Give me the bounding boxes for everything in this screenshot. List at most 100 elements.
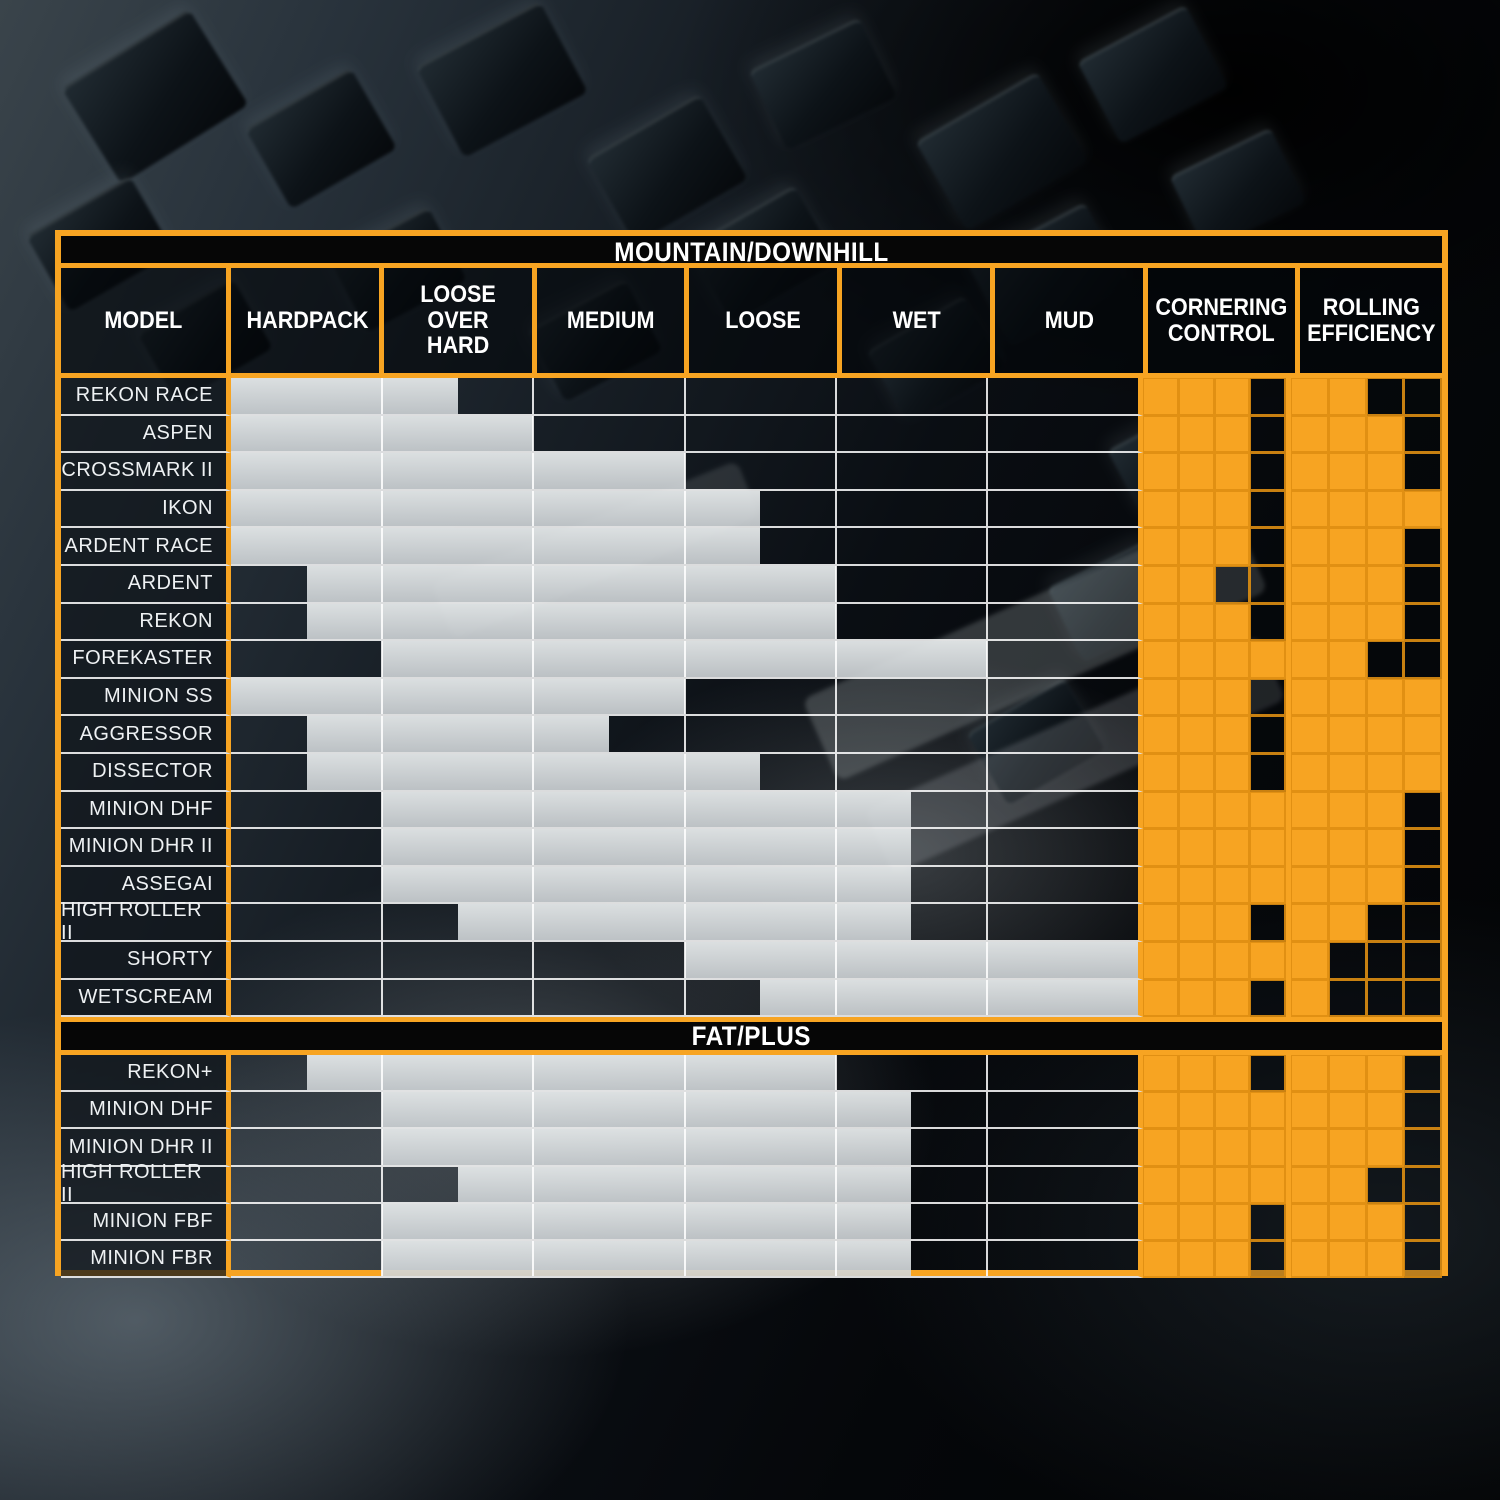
tread-block-texture: [1077, 4, 1229, 145]
cornering-rating-cell-3-filled: [1214, 979, 1251, 1018]
cornering-rating-cell-1-filled: [1143, 453, 1179, 491]
rolling-rating-cell-1-filled: [1291, 791, 1329, 830]
terrain-range-track: [231, 678, 1143, 717]
model-label: MINION FBF: [61, 1203, 231, 1242]
section-title-mountain-downhill: MOUNTAIN/DOWNHILL: [61, 236, 1442, 268]
cornering-rating-cell-1-filled: [1143, 1092, 1179, 1130]
rolling-rating: [1286, 1241, 1442, 1279]
fat-plus-rows: REKON+ MINION DHF MINION DHR II HIGH ROLLER…: [61, 1055, 1442, 1279]
column-gridline: [985, 1203, 988, 1240]
column-gridline: [532, 378, 535, 414]
column-header-model: MODEL: [61, 268, 231, 373]
column-gridline: [985, 941, 988, 978]
cornering-rating-cell-1-filled: [1143, 1166, 1179, 1204]
cornering-rating-cell-3-filled: [1214, 866, 1251, 905]
column-header-mud: MUD: [995, 268, 1148, 373]
column-gridline: [532, 904, 535, 940]
rolling-rating: [1286, 1166, 1442, 1204]
cornering-rating-cell-1-filled: [1143, 791, 1179, 830]
rolling-rating-cell-1-filled: [1291, 678, 1329, 717]
rolling-rating-cell-4-empty: [1404, 415, 1442, 454]
column-gridline: [683, 603, 686, 640]
cornering-rating-cell-4-empty: [1250, 565, 1286, 604]
cornering-rating-cell-3-filled: [1214, 641, 1251, 679]
cornering-rating-cell-3-filled: [1214, 1241, 1251, 1279]
rolling-rating-cell-1-filled: [1291, 1055, 1329, 1093]
rolling-rating-cell-4-filled: [1404, 678, 1442, 717]
column-gridline: [532, 453, 535, 489]
rolling-rating-cell-2-filled: [1328, 1166, 1367, 1204]
rolling-rating: [1286, 378, 1442, 416]
rolling-rating-cell-2-filled: [1328, 904, 1367, 942]
terrain-range-track: [231, 415, 1143, 454]
column-gridline: [683, 1166, 686, 1202]
cornering-rating-cell-2-filled: [1178, 829, 1215, 867]
column-gridline: [532, 490, 535, 527]
column-gridline: [381, 603, 384, 640]
column-gridline: [683, 528, 686, 564]
rolling-rating-cell-1-filled: [1291, 829, 1329, 867]
cornering-rating: [1143, 1166, 1286, 1204]
column-gridline: [985, 603, 988, 640]
cornering-rating-cell-3-filled: [1214, 1166, 1251, 1204]
terrain-range-bar: [382, 1129, 912, 1165]
rolling-rating-cell-3-empty: [1366, 641, 1405, 679]
terrain-range-bar: [231, 490, 761, 527]
column-gridline: [683, 753, 686, 790]
rolling-rating-cell-3-empty: [1366, 941, 1405, 980]
cornering-rating-cell-4-empty: [1250, 415, 1286, 454]
cornering-rating-cell-4-empty: [1250, 678, 1286, 717]
terrain-range-bar: [231, 528, 761, 564]
terrain-range-track: [231, 753, 1143, 792]
model-label: FOREKASTER: [61, 641, 231, 679]
column-gridline: [381, 565, 384, 602]
terrain-range-track: [231, 528, 1143, 566]
cornering-rating-cell-1-filled: [1143, 1241, 1179, 1279]
table-row-minion-fbr: MINION FBR: [61, 1241, 1442, 1279]
cornering-rating-cell-4-empty: [1250, 716, 1286, 754]
rolling-rating-cell-2-filled: [1328, 716, 1367, 754]
rolling-rating-cell-4-filled: [1404, 753, 1442, 792]
column-gridline: [532, 1129, 535, 1165]
table-row-minion-dhf: MINION DHF: [61, 1092, 1442, 1130]
model-label: REKON RACE: [61, 378, 231, 416]
rolling-rating-cell-3-filled: [1366, 716, 1405, 754]
terrain-range-track: [231, 1055, 1143, 1093]
terrain-range-track: [231, 565, 1143, 604]
cornering-rating: [1143, 603, 1286, 642]
cornering-rating: [1143, 904, 1286, 942]
rolling-rating-cell-3-filled: [1366, 415, 1405, 454]
column-gridline: [381, 1129, 384, 1165]
rolling-rating-cell-4-filled: [1404, 716, 1442, 754]
model-label: MINION SS: [61, 678, 231, 717]
column-gridline: [985, 565, 988, 602]
rolling-rating-cell-2-filled: [1328, 866, 1367, 905]
cornering-rating: [1143, 1055, 1286, 1093]
cornering-rating-cell-1-filled: [1143, 1129, 1179, 1167]
rolling-rating: [1286, 716, 1442, 754]
cornering-rating: [1143, 1092, 1286, 1130]
rolling-rating-cell-1-filled: [1291, 603, 1329, 642]
rolling-rating-cell-3-filled: [1366, 603, 1405, 642]
table-row-minion-fbf: MINION FBF: [61, 1203, 1442, 1242]
column-gridline: [985, 1092, 988, 1128]
rolling-rating-cell-4-empty: [1404, 378, 1442, 416]
tread-block-texture: [915, 71, 1089, 232]
rolling-rating-cell-4-empty: [1404, 979, 1442, 1018]
cornering-rating-cell-4-filled: [1250, 829, 1286, 867]
cornering-rating-cell-3-filled: [1214, 829, 1251, 867]
column-header-wet: WET: [842, 268, 996, 373]
cornering-rating-cell-3-filled: [1214, 453, 1251, 491]
rolling-rating-cell-3-filled: [1366, 1055, 1405, 1093]
rolling-rating-cell-1-filled: [1291, 378, 1329, 416]
table-row-wetscream: WETSCREAM: [61, 979, 1442, 1018]
rolling-rating-cell-1-filled: [1291, 753, 1329, 792]
terrain-range-bar: [382, 1203, 912, 1240]
column-gridline: [381, 791, 384, 828]
cornering-rating-cell-3-filled: [1214, 378, 1251, 416]
column-gridline: [683, 941, 686, 978]
column-gridline: [834, 603, 837, 640]
rolling-rating-cell-1-filled: [1291, 528, 1329, 566]
column-gridline: [532, 641, 535, 677]
column-gridline: [985, 1055, 988, 1091]
